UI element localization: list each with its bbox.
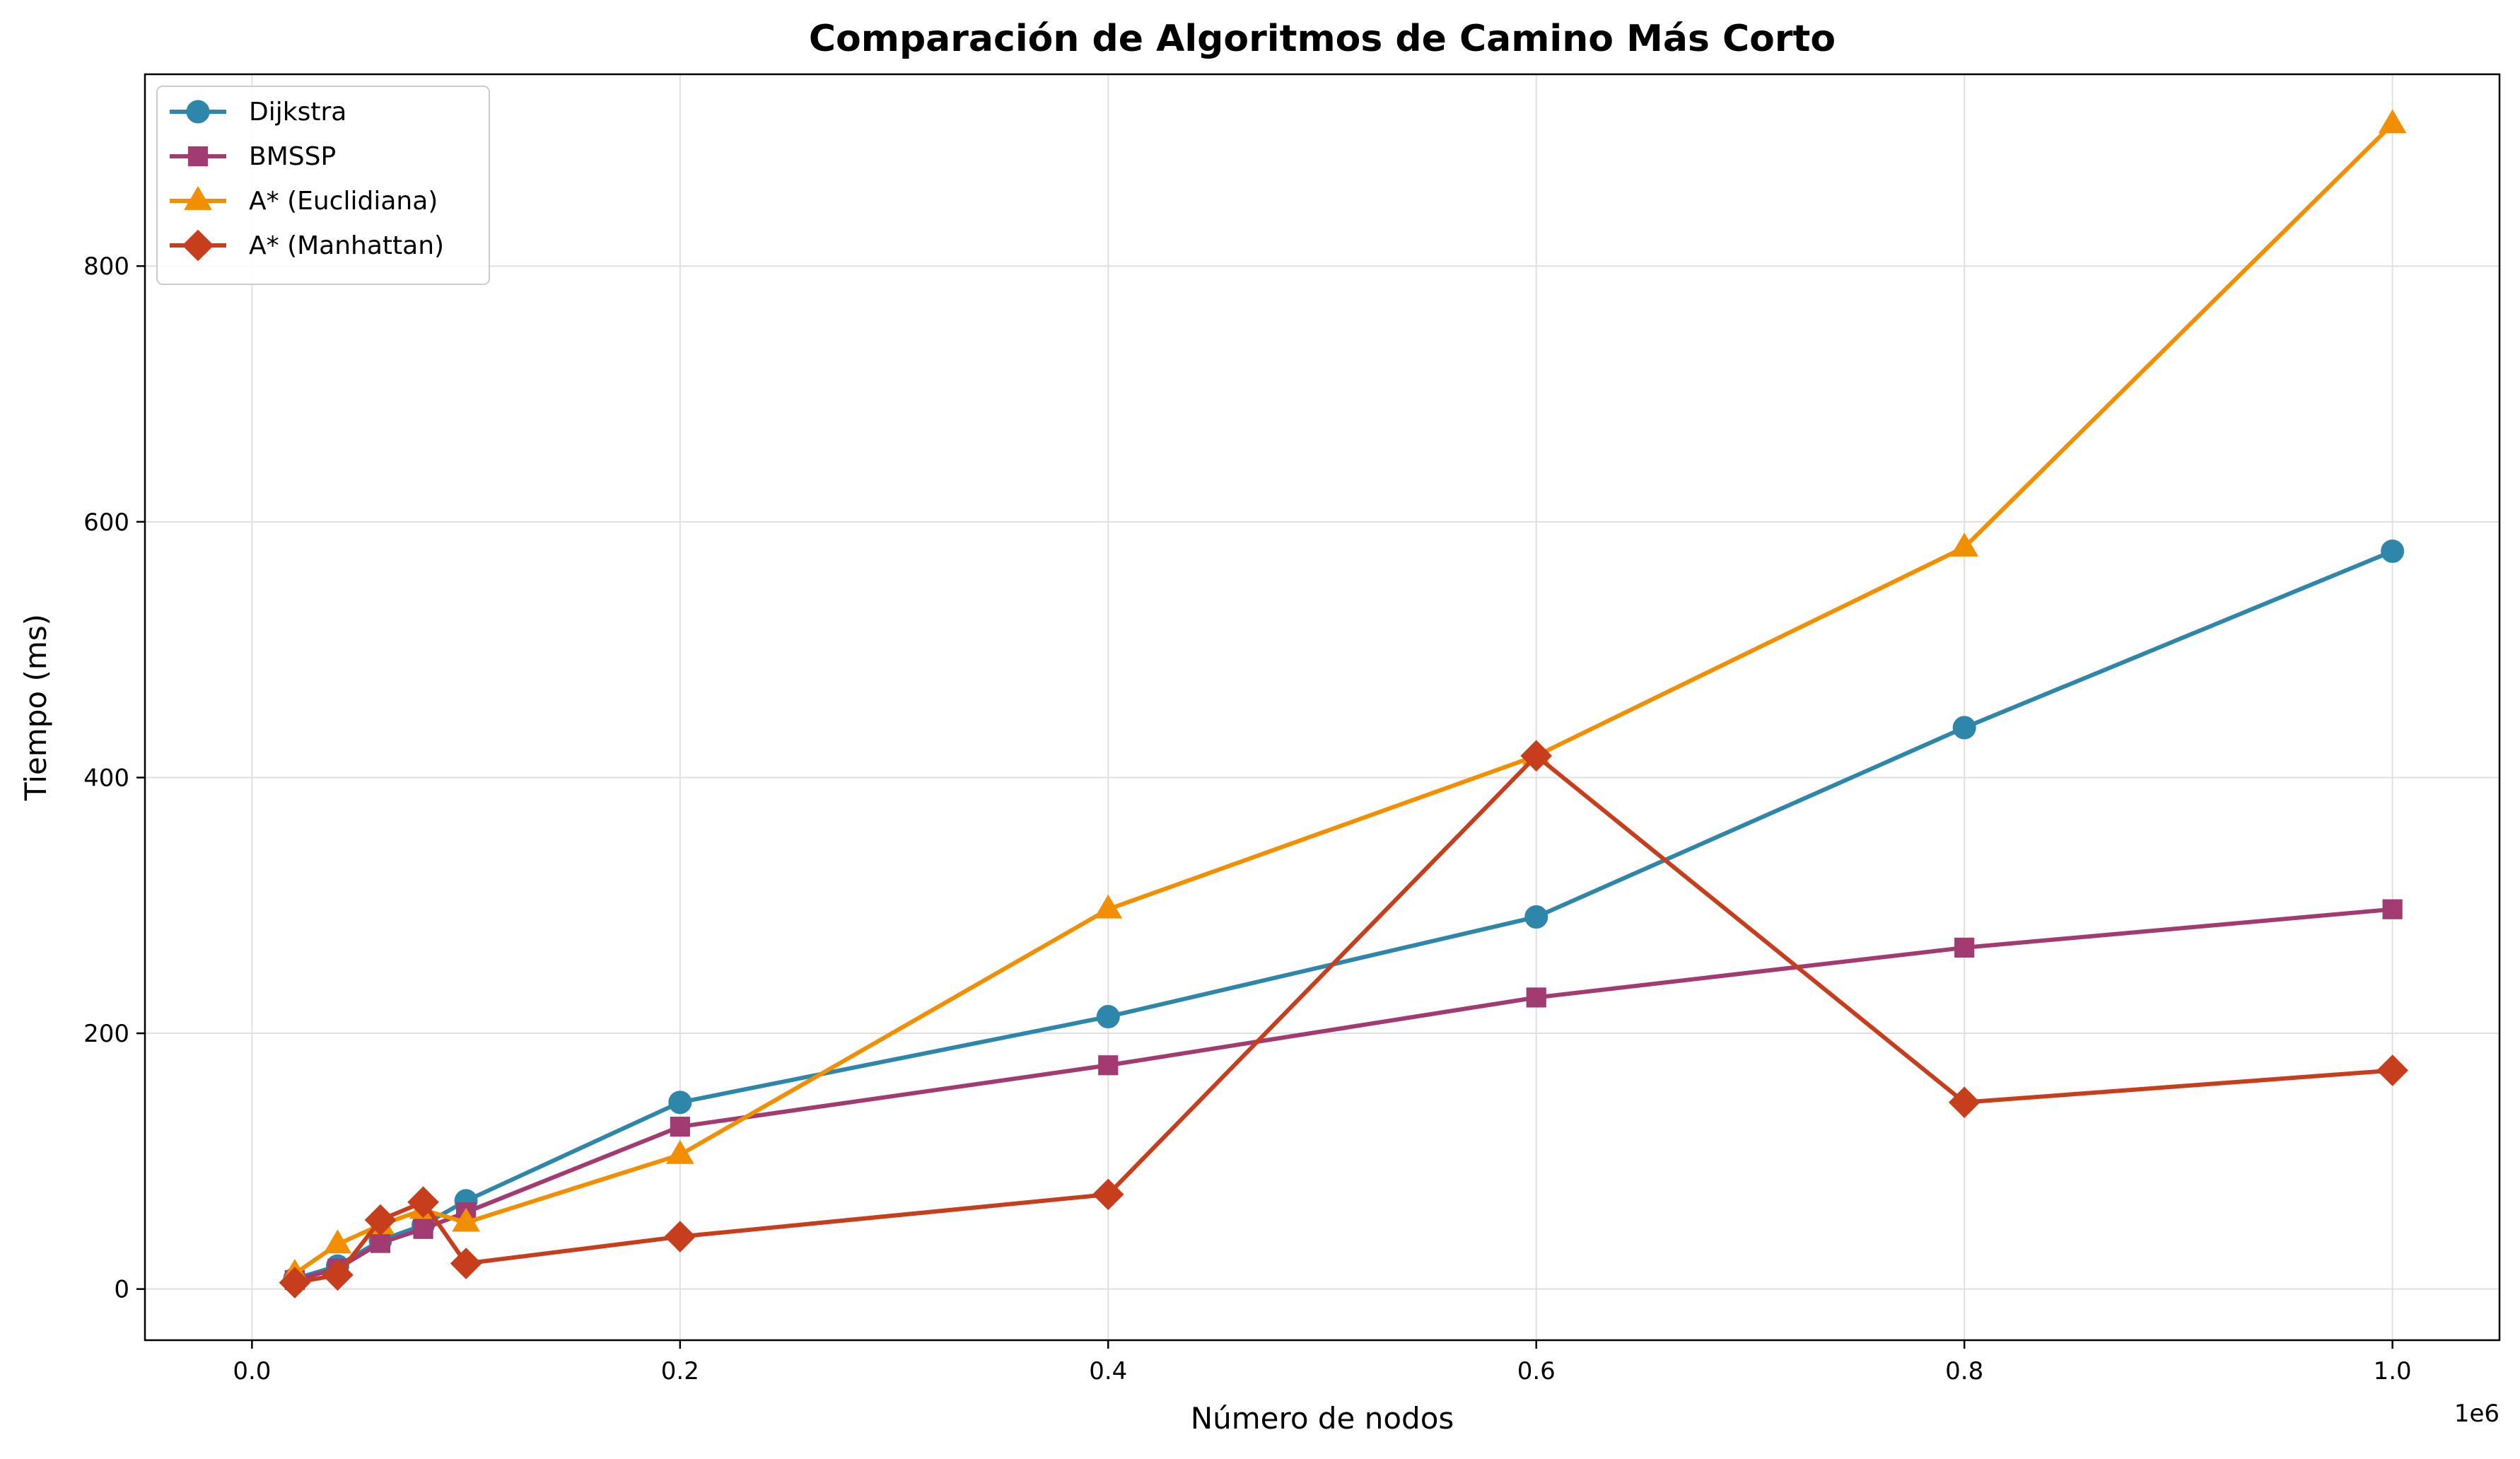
data-point-dijkstra — [1524, 905, 1548, 929]
series-line-a-manhattan — [294, 753, 2393, 1285]
series-line-dijkstra — [294, 549, 2393, 1281]
data-point-a-euclidiana — [2378, 109, 2407, 134]
data-point-a-manhattan — [1948, 1086, 1981, 1119]
y-axis-label: Tiempo (ms) — [18, 614, 53, 801]
y-tick-label: 200 — [83, 1020, 129, 1048]
legend-label: A* (Euclidiana) — [249, 187, 438, 216]
y-tick-label: 400 — [83, 764, 129, 792]
data-point-bmssp — [1526, 987, 1546, 1008]
x-tick-label: 0.0 — [233, 1357, 271, 1385]
data-point-a-euclidiana — [1094, 894, 1123, 919]
x-tick-label: 1.0 — [2374, 1357, 2412, 1385]
data-point-a-manhattan — [1520, 740, 1553, 772]
y-tick-label: 800 — [83, 252, 129, 281]
x-axis-label: Número de nodos — [1191, 1401, 1454, 1436]
x-tick-label: 0.6 — [1517, 1357, 1556, 1385]
series-line-a-euclidiana — [293, 122, 2394, 1276]
data-point-a-manhattan — [664, 1221, 696, 1252]
y-axis-ticks: 0 200 400 600 800 — [83, 252, 145, 1304]
legend-label: A* (Manhattan) — [249, 231, 444, 260]
data-point-dijkstra — [1096, 1005, 1120, 1029]
data-point-bmssp — [1954, 937, 1975, 958]
data-point-a-manhattan — [364, 1204, 397, 1236]
chart-title: Comparación de Algoritmos de Camino Más … — [809, 18, 1836, 60]
data-point-a-manhattan — [450, 1248, 482, 1279]
data-point-dijkstra — [668, 1091, 692, 1115]
legend-marker — [184, 186, 212, 210]
series-line-bmssp — [294, 907, 2393, 1282]
legend-box — [156, 86, 490, 285]
data-point-bmssp — [2382, 899, 2403, 919]
legend-label: Dijkstra — [249, 98, 346, 127]
data-point-a-manhattan — [2376, 1054, 2408, 1086]
data-point-dijkstra — [2381, 539, 2405, 563]
series-a-manhattan — [279, 740, 2408, 1298]
plot-series — [279, 109, 2408, 1298]
x-axis-ticks: 0.0 0.2 0.4 0.6 0.8 1.0 — [233, 1340, 2412, 1385]
data-point-a-manhattan — [407, 1186, 439, 1219]
data-point-a-euclidiana — [323, 1229, 352, 1254]
data-point-a-euclidiana — [452, 1207, 480, 1232]
data-point-bmssp — [370, 1233, 391, 1253]
plot-frame — [144, 73, 2501, 1342]
legend-marker — [186, 100, 210, 124]
x-tick-label: 0.4 — [1089, 1357, 1127, 1385]
data-point-a-euclidiana — [665, 1139, 694, 1164]
legend-label: BMSSP — [249, 142, 336, 171]
x-tick-label: 0.2 — [661, 1357, 699, 1385]
legend-marker — [182, 229, 214, 262]
legend-marker — [187, 146, 209, 167]
y-tick-label: 600 — [83, 508, 129, 537]
data-point-a-manhattan — [279, 1267, 311, 1298]
x-axis-offset-label: 1e6 — [2454, 1400, 2499, 1428]
data-point-bmssp — [1098, 1055, 1119, 1076]
x-tick-label: 0.8 — [1945, 1357, 1983, 1385]
data-point-dijkstra — [1952, 716, 1976, 740]
grid — [145, 74, 2499, 1340]
legend: Dijkstra BMSSP A* (Euclidiana) A* (Manhatta… — [156, 86, 490, 285]
data-point-a-manhattan — [322, 1259, 354, 1291]
data-point-bmssp — [413, 1219, 433, 1239]
data-point-bmssp — [670, 1116, 690, 1137]
y-tick-label: 0 — [114, 1276, 129, 1304]
data-point-a-manhattan — [1092, 1178, 1124, 1211]
data-point-a-euclidiana — [1950, 533, 1979, 557]
